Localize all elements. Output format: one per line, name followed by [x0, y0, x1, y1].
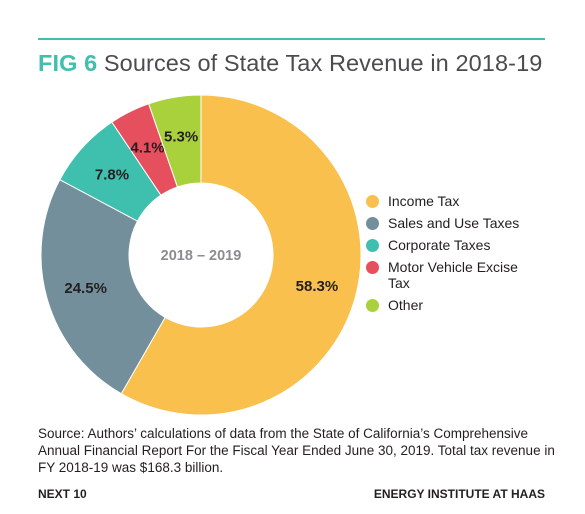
legend-swatch: [366, 299, 379, 312]
legend-label: Motor Vehicle Excise Tax: [388, 259, 518, 291]
center-label: 2018 – 2019: [161, 248, 242, 264]
top-rule: [38, 38, 545, 40]
slice-sales-and-use-taxes: [40, 179, 166, 395]
legend-swatch: [366, 261, 379, 274]
legend-label: Corporate Taxes: [388, 237, 491, 253]
legend-label: Sales and Use Taxes: [388, 215, 520, 231]
slice-income-tax: [120, 94, 362, 416]
legend-item-income-tax: Income Tax: [366, 193, 538, 209]
legend: Income Tax Sales and Use Taxes Corporate…: [366, 193, 538, 319]
chart-title: FIG 6 Sources of State Tax Revenue in 20…: [38, 50, 542, 77]
data-label-other: 5.3%: [164, 129, 198, 146]
legend-label: Other: [388, 297, 424, 313]
legend-item-corporate-taxes: Corporate Taxes: [366, 237, 538, 253]
data-label-corporate-taxes: 7.8%: [95, 167, 129, 184]
legend-swatch: [366, 239, 379, 252]
footer-publisher: NEXT 10: [38, 487, 87, 501]
legend-item-sales-and-use-taxes: Sales and Use Taxes: [366, 215, 538, 231]
legend-item-other: Other: [366, 297, 538, 313]
data-label-motor-vehicle-excise-tax: 4.1%: [130, 140, 164, 157]
source-note: Source: Authors’ calculations of data fr…: [38, 426, 555, 475]
data-label-income-tax: 58.3%: [296, 278, 339, 295]
figure-number: FIG 6: [38, 50, 98, 76]
legend-label: Income Tax: [388, 193, 460, 209]
data-label-sales-and-use-taxes: 24.5%: [64, 280, 107, 297]
legend-item-motor-vehicle-excise-tax: Motor Vehicle Excise Tax: [366, 259, 538, 291]
legend-swatch: [366, 195, 379, 208]
chart-title-text: Sources of State Tax Revenue in 2018-19: [103, 50, 543, 76]
slice-other: [148, 94, 202, 188]
footer-institute: ENERGY INSTITUTE AT HAAS: [373, 487, 545, 501]
legend-swatch: [366, 217, 379, 230]
